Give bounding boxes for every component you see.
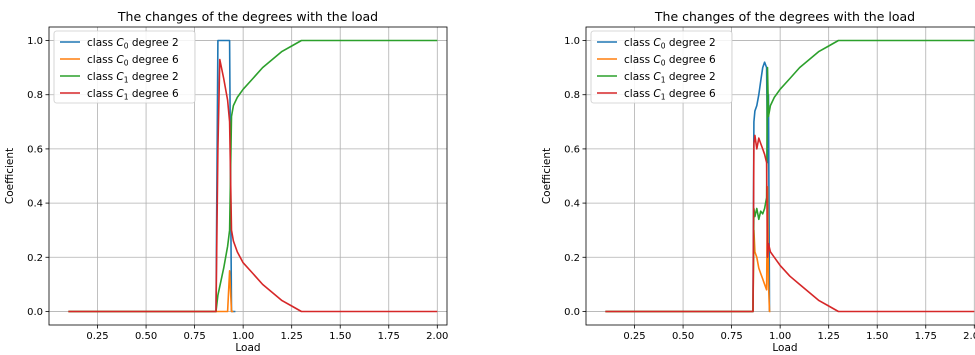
x-tick-label: 0.50 [672,331,694,342]
series-line-4 [68,58,438,313]
legend: class C0 degree 2 class C0 degree 6 class … [53,30,196,104]
chart-title: The changes of the degrees with the load [654,9,915,24]
x-tick-label: 1.00 [232,331,254,342]
x-tick-label: 1.75 [378,331,400,342]
legend-label: class C0 degree 2 [624,37,716,51]
x-tick-label: 0.25 [623,331,645,342]
legend-label: class C1 degree 2 [87,71,179,85]
chart-title: The changes of the degrees with the load [117,9,378,24]
y-tick-label: 0.2 [27,253,43,264]
x-tick-label: 1.50 [866,331,888,342]
y-tick-label: 0.6 [27,144,43,155]
x-axis-label: Load [772,342,797,354]
legend-label: class C0 degree 2 [87,37,179,51]
y-tick-label: 1.0 [27,36,43,47]
y-tick-label: 0.4 [27,199,43,210]
x-tick-label: 0.75 [720,331,742,342]
x-tick-label: 0.25 [86,331,108,342]
x-tick-label: 0.75 [183,331,205,342]
axes-frame [585,26,975,326]
legend-label: class C0 degree 6 [87,54,179,68]
x-tick-label: 2.00 [426,331,448,342]
y-tick-label: 0.6 [564,144,580,155]
legend-box [53,30,196,104]
legend: class C0 degree 2 class C0 degree 6 class … [590,30,733,104]
y-tick-label: 0.0 [564,307,580,318]
legend-box [590,30,733,104]
legend-label: class C0 degree 6 [624,54,716,68]
y-axis-label: Coefficient [541,148,553,204]
x-tick-label: 1.25 [281,331,303,342]
y-tick-label: 0.8 [564,90,580,101]
y-axis-label: Coefficient [4,148,16,204]
legend-label: class C1 degree 6 [624,88,716,102]
x-tick-label: 1.50 [329,331,351,342]
series-line-4 [605,134,975,313]
legend-label: class C1 degree 6 [87,88,179,102]
x-tick-label: 1.00 [769,331,791,342]
x-tick-label: 1.75 [915,331,937,342]
y-tick-label: 0.8 [27,90,43,101]
series-line-2 [605,186,771,313]
y-tick-label: 0.2 [564,253,580,264]
legend-label: class C1 degree 2 [624,71,716,85]
x-tick-label: 1.25 [818,331,840,342]
chart-panel-2: 0.25 0.50 0.75 1.00 1.25 1.50 1.75 2.00 0.0 0.2 0.… [541,9,975,354]
y-tick-label: 0.0 [27,307,43,318]
series-line-3 [68,39,438,313]
y-tick-label: 1.0 [564,36,580,47]
chart-panel-1: 0.25 0.50 0.75 1.00 1.25 1.50 1.75 2.00 0.0 0.2 0.… [4,9,448,354]
axes-frame [48,26,448,326]
x-axis-label: Load [235,342,260,354]
x-tick-label: 2.00 [963,331,975,342]
x-tick-label: 0.50 [135,331,157,342]
series-line-2 [68,269,234,313]
y-tick-label: 0.4 [564,199,580,210]
series-line-3 [605,39,975,313]
